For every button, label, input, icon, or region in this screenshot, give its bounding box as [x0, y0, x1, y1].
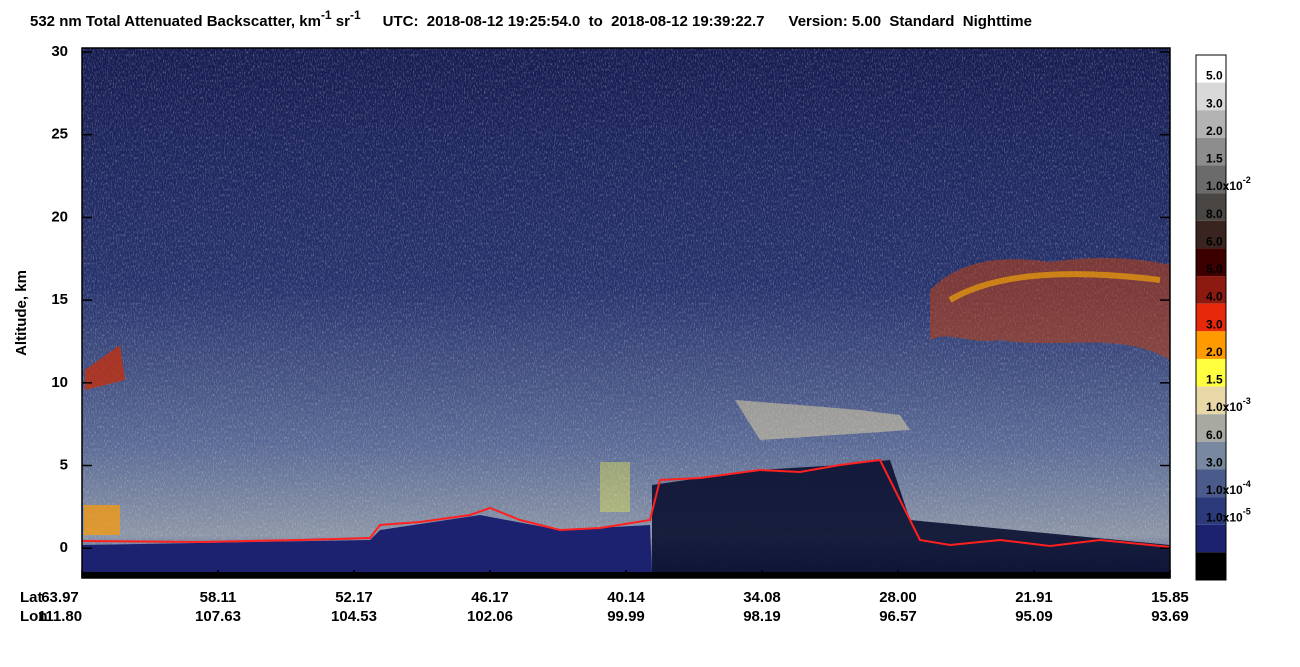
y-tick-label: 5: [60, 456, 68, 473]
colorbar-label: 1.0x10-2: [1206, 176, 1251, 194]
colorbar-label: 6.0: [1206, 235, 1223, 249]
y-tick-label: 20: [51, 208, 68, 225]
colorbar-label-text: 3.0: [1206, 456, 1223, 470]
backscatter-field: [81, 48, 1171, 578]
x-tick-label: 99.99: [607, 608, 645, 625]
x-row-name: Lat: [20, 589, 43, 606]
x-tick-label: 102.06: [467, 608, 513, 625]
colorbar-label-exponent: -3: [1243, 397, 1251, 407]
x-tick-label: 58.11: [200, 589, 237, 606]
colorbar-label: 1.5: [1206, 373, 1223, 387]
x-row-name: Lon: [20, 608, 48, 625]
colorbar-label-text: 6.0: [1206, 235, 1223, 249]
time-range: UTC: 2018-08-12 19:25:54.0 to 2018-08-12…: [383, 13, 765, 30]
colorbar-swatch: [1196, 414, 1226, 442]
colorbar-swatch: [1196, 193, 1226, 221]
colorbar-label-text: 1.0x10: [1206, 483, 1243, 497]
x-tick-label: 104.53: [331, 608, 377, 625]
chart-title: 532 nm Total Attenuated Backscatter, km-…: [30, 8, 1032, 30]
colorbar-swatch: [1196, 552, 1226, 580]
colorbar-label: 4.0: [1206, 290, 1223, 304]
x-tick-label: 63.97: [41, 589, 79, 606]
colorbar-label-text: 2.0: [1206, 345, 1223, 359]
x-tick-label: 28.00: [879, 589, 917, 606]
colorbar-label-text: 1.5: [1206, 152, 1223, 166]
colorbar-label: 1.0x10-3: [1206, 397, 1251, 415]
colorbar-label: 5.0: [1206, 69, 1223, 83]
colorbar-swatch: [1196, 358, 1226, 387]
colorbar-label: 3.0: [1206, 317, 1223, 331]
x-tick-label: 96.57: [879, 608, 917, 625]
colorbar-label-text: 1.0x10: [1206, 400, 1243, 414]
colorbar-label: 6.0: [1206, 428, 1223, 442]
colorbar-swatch: [1196, 137, 1226, 166]
x-tick-label: 107.63: [195, 608, 241, 625]
colorbar-swatch: [1196, 469, 1226, 498]
x-tick-label: 52.17: [335, 589, 373, 606]
colorbar-label-text: 3.0: [1206, 317, 1223, 331]
colorbar-label: 8.0: [1206, 207, 1223, 221]
colorbar-label-text: 1.0x10: [1206, 179, 1243, 193]
colorbar-swatch: [1196, 524, 1226, 553]
colorbar-swatch: [1196, 497, 1226, 525]
colorbar-label-text: 2.0: [1206, 124, 1223, 138]
colorbar-swatch: [1196, 276, 1226, 304]
y-axis-label: Altitude, km: [13, 270, 30, 356]
colorbar-label: 2.0: [1206, 124, 1223, 138]
title-superscript: -1: [321, 8, 332, 22]
x-tick-label: 40.14: [607, 589, 645, 606]
x-tick-label: 21.91: [1015, 589, 1053, 606]
y-tick-label: 15: [51, 291, 68, 308]
colorbar-swatch: [1196, 248, 1226, 277]
colorbar-label: 3.0: [1206, 456, 1223, 470]
x-tick-label: 15.85: [1151, 589, 1189, 606]
colorbar-label: 1.0x10-5: [1206, 507, 1251, 525]
colorbar-label-text: 1.0x10: [1206, 511, 1243, 525]
colorbar-label-text: 3.0: [1206, 96, 1223, 110]
x-tick-label: 93.69: [1151, 608, 1189, 625]
colorbar-label: 5.0: [1206, 262, 1223, 276]
colorbar-label: 1.0x10-4: [1206, 479, 1251, 497]
colorbar-swatch: [1196, 110, 1226, 138]
colorbar-label-exponent: -2: [1243, 176, 1251, 186]
colorbar-swatch: [1196, 165, 1226, 194]
colorbar-swatch: [1196, 82, 1226, 111]
y-tick-label: 30: [51, 43, 68, 60]
version: Version: 5.00 Standard Nighttime: [789, 13, 1032, 30]
x-tick-label: 46.17: [471, 589, 509, 606]
colorbar-swatch: [1196, 386, 1226, 415]
colorbar-frame: [1195, 54, 1227, 581]
y-tick-label: 25: [51, 126, 68, 143]
y-tick-label: 10: [51, 374, 68, 391]
x-tick-label: 111.80: [38, 608, 82, 625]
colorbar-label-text: 5.0: [1206, 69, 1223, 83]
colorbar-label: 2.0: [1206, 345, 1223, 359]
colorbar-label: 1.5: [1206, 152, 1223, 166]
title-superscript: -1: [350, 8, 361, 22]
y-tick-label: 0: [60, 539, 68, 556]
colorbar-swatch: [1196, 303, 1226, 332]
title-part: sr: [332, 13, 351, 30]
colorbar-label-exponent: -5: [1243, 507, 1251, 517]
x-tick-label: 95.09: [1015, 608, 1053, 625]
colorbar-swatch: [1196, 441, 1226, 470]
x-tick-label: 34.08: [743, 589, 781, 606]
colorbar-label-exponent: -4: [1243, 479, 1251, 489]
colorbar-swatch: [1196, 220, 1226, 249]
colorbar-label-text: 1.5: [1206, 373, 1223, 387]
colorbar-label-text: 6.0: [1206, 428, 1223, 442]
colorbar-label: 3.0: [1206, 96, 1223, 110]
colorbar-swatch: [1196, 331, 1226, 359]
x-tick-label: 98.19: [743, 608, 781, 625]
colorbar-label-text: 8.0: [1206, 207, 1223, 221]
colorbar-swatch: [1196, 55, 1226, 83]
colorbar-label-text: 5.0: [1206, 262, 1223, 276]
colorbar-label-text: 4.0: [1206, 290, 1223, 304]
title-part: 532 nm Total Attenuated Backscatter, km: [30, 13, 321, 30]
